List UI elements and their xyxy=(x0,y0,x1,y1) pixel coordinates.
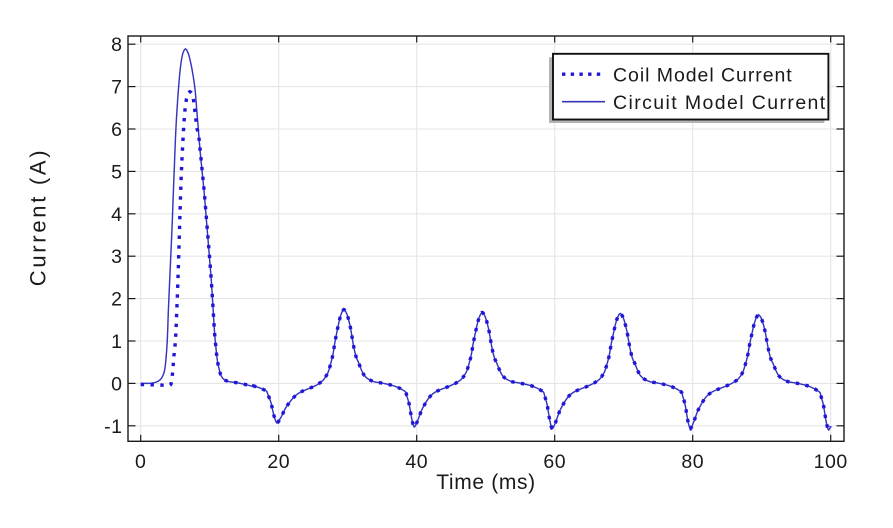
svg-text:0: 0 xyxy=(135,451,146,473)
svg-text:40: 40 xyxy=(405,451,428,473)
svg-text:8: 8 xyxy=(111,34,122,56)
svg-text:1: 1 xyxy=(111,331,122,353)
svg-text:100: 100 xyxy=(814,451,848,473)
svg-text:Circuit Model Current: Circuit Model Current xyxy=(613,92,827,114)
svg-text:6: 6 xyxy=(111,119,122,141)
svg-text:80: 80 xyxy=(681,451,704,473)
svg-text:0: 0 xyxy=(111,373,122,395)
svg-text:3: 3 xyxy=(111,246,122,268)
svg-text:60: 60 xyxy=(543,451,566,473)
svg-text:2: 2 xyxy=(111,289,122,311)
svg-text:20: 20 xyxy=(267,451,290,473)
svg-text:Time (ms): Time (ms) xyxy=(436,471,536,494)
svg-text:4: 4 xyxy=(111,204,122,226)
svg-text:7: 7 xyxy=(111,77,122,99)
svg-text:-1: -1 xyxy=(104,416,122,438)
svg-text:Coil Model Current: Coil Model Current xyxy=(613,64,793,86)
svg-text:5: 5 xyxy=(111,161,122,183)
svg-text:Current (A): Current (A) xyxy=(25,148,50,287)
